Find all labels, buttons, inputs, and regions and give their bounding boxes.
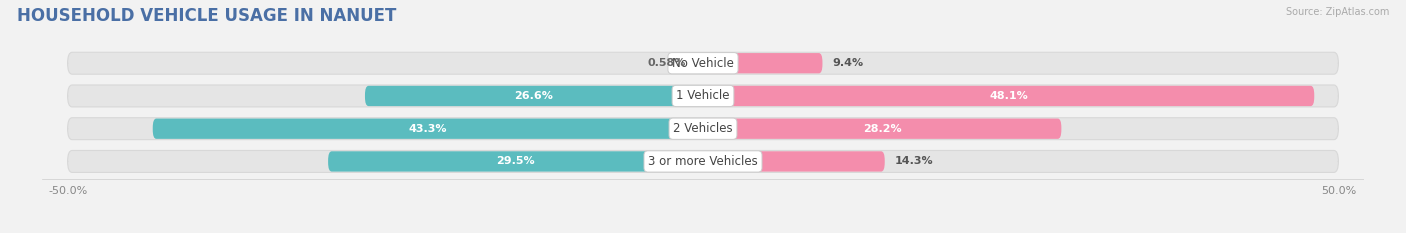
FancyBboxPatch shape [696,53,703,73]
Text: 29.5%: 29.5% [496,156,534,166]
Text: Source: ZipAtlas.com: Source: ZipAtlas.com [1285,7,1389,17]
FancyBboxPatch shape [366,86,703,106]
Text: 14.3%: 14.3% [894,156,934,166]
FancyBboxPatch shape [703,53,823,73]
Text: 0.58%: 0.58% [647,58,686,68]
Text: 3 or more Vehicles: 3 or more Vehicles [648,155,758,168]
Text: 1 Vehicle: 1 Vehicle [676,89,730,103]
FancyBboxPatch shape [67,118,1339,140]
FancyBboxPatch shape [703,119,1062,139]
Text: No Vehicle: No Vehicle [672,57,734,70]
Text: 9.4%: 9.4% [832,58,863,68]
FancyBboxPatch shape [703,86,1315,106]
Text: 2 Vehicles: 2 Vehicles [673,122,733,135]
FancyBboxPatch shape [703,151,884,171]
FancyBboxPatch shape [67,52,1339,74]
FancyBboxPatch shape [328,151,703,171]
FancyBboxPatch shape [153,119,703,139]
FancyBboxPatch shape [67,151,1339,172]
FancyBboxPatch shape [67,85,1339,107]
Text: 43.3%: 43.3% [409,124,447,134]
Text: 48.1%: 48.1% [990,91,1028,101]
Text: 28.2%: 28.2% [863,124,901,134]
Text: HOUSEHOLD VEHICLE USAGE IN NANUET: HOUSEHOLD VEHICLE USAGE IN NANUET [17,7,396,25]
Text: 26.6%: 26.6% [515,91,554,101]
